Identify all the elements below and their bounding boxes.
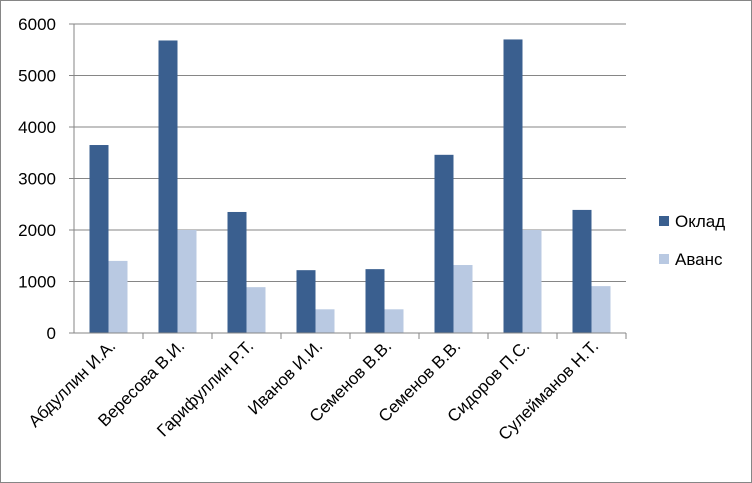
axes bbox=[69, 23, 627, 339]
legend-swatch bbox=[659, 254, 669, 264]
y-tick-labels: 0 1000 2000 3000 4000 5000 6000 bbox=[18, 15, 56, 343]
bar-avans bbox=[246, 287, 266, 333]
bar-avans bbox=[177, 230, 197, 333]
bar-oklad bbox=[503, 39, 523, 333]
legend: Оклад Аванс bbox=[659, 212, 725, 269]
bar-oklad bbox=[227, 211, 247, 333]
y-tick-label: 0 bbox=[47, 324, 56, 343]
y-tick-label: 1000 bbox=[18, 273, 56, 292]
y-tick-label: 6000 bbox=[18, 15, 56, 34]
gridlines bbox=[74, 23, 626, 282]
bar-oklad bbox=[434, 154, 454, 333]
bar-oklad bbox=[572, 209, 592, 333]
legend-label: Аванс bbox=[675, 250, 723, 269]
bar-oklad bbox=[89, 145, 109, 333]
bar-avans bbox=[591, 286, 611, 333]
bar-avans bbox=[384, 309, 404, 333]
y-tick-label: 4000 bbox=[18, 118, 56, 137]
bars bbox=[89, 39, 611, 333]
bar-oklad bbox=[296, 270, 316, 333]
bar-oklad bbox=[158, 40, 178, 333]
legend-label: Оклад bbox=[675, 212, 725, 231]
legend-swatch bbox=[659, 216, 669, 226]
bar-oklad bbox=[365, 269, 385, 333]
bar-avans bbox=[453, 265, 473, 333]
y-tick-label: 2000 bbox=[18, 221, 56, 240]
bar-avans bbox=[315, 309, 335, 333]
y-tick-label: 3000 bbox=[18, 170, 56, 189]
y-tick-label: 5000 bbox=[18, 67, 56, 86]
bar-avans bbox=[522, 230, 542, 333]
bar-avans bbox=[108, 260, 128, 333]
x-tick-labels: Абдуллин И.А.Вересова В.И.Гарифуллин Р.Т… bbox=[25, 336, 603, 444]
